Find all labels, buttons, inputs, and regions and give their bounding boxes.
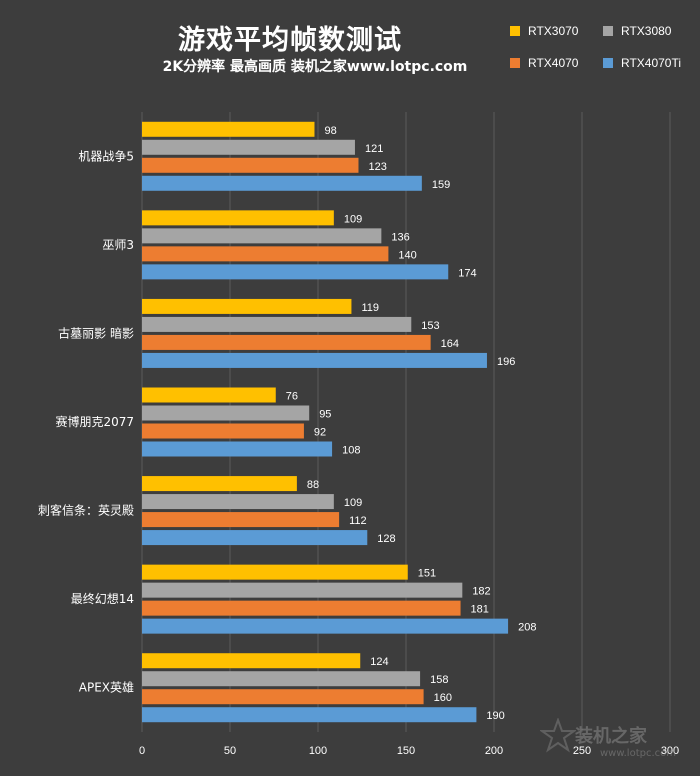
bar [142, 564, 408, 580]
legend-swatch [510, 58, 520, 68]
bar [142, 707, 477, 723]
data-label: 112 [349, 515, 367, 527]
bar [142, 405, 310, 421]
data-label: 128 [377, 533, 395, 545]
data-label: 108 [342, 445, 360, 457]
bar [142, 671, 421, 687]
bar [142, 228, 382, 244]
data-label: 181 [471, 604, 489, 616]
data-label: 153 [421, 320, 439, 332]
bar [142, 494, 334, 510]
legend-label: RTX3070 [528, 24, 579, 38]
legend-item: RTX4070 [510, 54, 578, 72]
data-label: 164 [441, 338, 459, 350]
category-label: 巫师3 [102, 238, 134, 252]
bar [142, 298, 352, 314]
bar [142, 423, 304, 439]
bar [142, 352, 487, 368]
bar [142, 476, 297, 492]
category-label: 刺客信条：英灵殿 [38, 503, 134, 518]
data-label: 208 [518, 622, 536, 634]
data-label: 124 [370, 656, 388, 668]
bar [142, 157, 359, 173]
legend-label: RTX3080 [621, 24, 672, 38]
legend-swatch [510, 26, 520, 36]
bar [142, 121, 315, 137]
legend-label: RTX4070Ti [621, 56, 682, 70]
data-label: 151 [418, 568, 436, 580]
x-tick-label: 0 [139, 745, 145, 757]
legend-label: RTX4070 [528, 56, 579, 70]
bar [142, 618, 509, 634]
category-label: APEX英雄 [79, 680, 134, 695]
x-tick-label: 150 [397, 745, 415, 757]
data-label: 92 [314, 427, 326, 439]
x-tick-label: 300 [661, 745, 679, 757]
bar [142, 387, 276, 403]
x-tick-label: 200 [485, 745, 503, 757]
bar [142, 441, 333, 457]
category-label: 最终幻想14 [71, 591, 134, 606]
x-tick-label: 100 [309, 745, 327, 757]
x-tick-label: 50 [224, 745, 236, 757]
watermark-text: 装机之家 [575, 726, 647, 747]
bar [142, 316, 412, 332]
data-label: 88 [307, 479, 319, 491]
bar [142, 582, 463, 598]
data-label: 95 [319, 409, 331, 421]
star-logo-icon [540, 718, 576, 753]
data-label: 159 [432, 179, 450, 191]
data-label: 160 [434, 692, 452, 704]
data-label: 121 [365, 143, 383, 155]
data-label: 158 [430, 674, 448, 686]
data-label: 190 [486, 710, 504, 722]
bar [142, 264, 449, 280]
category-label: 赛博朋克2077 [55, 414, 134, 429]
bar [142, 530, 368, 546]
legend-item: RTX3070 [510, 22, 578, 40]
bar [142, 334, 431, 350]
bar [142, 210, 334, 226]
data-label: 174 [458, 267, 476, 279]
x-tick-label: 250 [573, 745, 591, 757]
legend-item: RTX3080 [603, 22, 671, 40]
data-label: 98 [324, 125, 336, 137]
bar [142, 246, 389, 262]
chart-title: 游戏平均帧数测试 [178, 25, 402, 56]
bar [142, 689, 424, 705]
bar [142, 139, 355, 155]
category-label: 古墓丽影 暗影 [58, 325, 134, 340]
bar [142, 653, 361, 669]
category-label: 机器战争5 [78, 149, 134, 163]
data-label: 109 [344, 213, 362, 225]
legend: RTX3070 RTX3080 RTX4070 RTX4070Ti [510, 22, 700, 82]
data-label: 123 [368, 161, 386, 173]
chart-subtitle: 2K分辨率 最高画质 装机之家www.lotpc.com [162, 59, 468, 75]
watermark-url: www.lotpc.com [600, 748, 676, 759]
data-label: 119 [361, 302, 379, 314]
data-label: 109 [344, 497, 362, 509]
data-label: 196 [497, 356, 515, 368]
legend-swatch [603, 26, 613, 36]
legend-swatch [603, 58, 613, 68]
bar [142, 512, 340, 528]
data-label: 136 [391, 231, 409, 243]
data-label: 76 [286, 391, 298, 403]
bar [142, 175, 422, 191]
bar [142, 600, 461, 616]
legend-item: RTX4070Ti [603, 54, 681, 72]
data-label: 182 [472, 586, 490, 598]
data-label: 140 [398, 249, 416, 261]
